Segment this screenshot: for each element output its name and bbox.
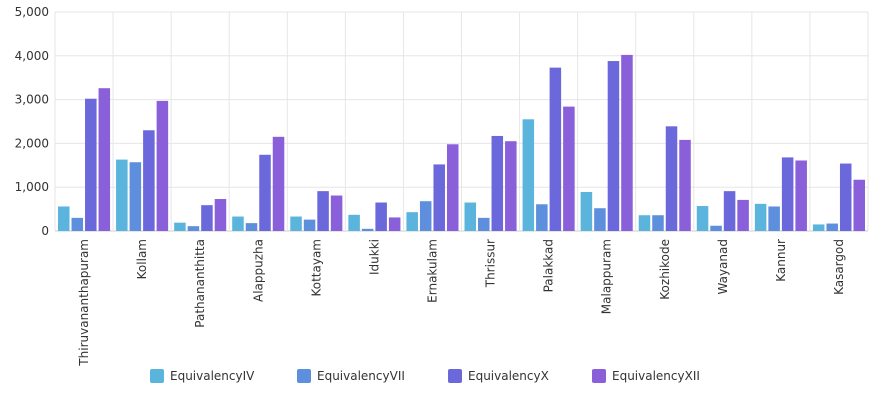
bar-equivalencyvii-thrissur xyxy=(478,217,490,231)
y-tick-label: 5,000 xyxy=(15,5,49,19)
x-tick-label: Malappuram xyxy=(600,239,614,314)
bar-equivalencyiv-kottayam xyxy=(290,216,302,231)
bar-equivalencyvii-wayanad xyxy=(710,225,722,231)
bar-equivalencyvii-kollam xyxy=(129,162,142,231)
x-tick-label: Thiruvananthapuram xyxy=(77,239,91,367)
legend-swatch xyxy=(448,369,462,383)
bar-equivalencyx-wayanad xyxy=(723,191,736,231)
bar-equivalencyx-idukki xyxy=(375,202,387,231)
legend-label: EquivalencyVII xyxy=(317,369,405,383)
bar-equivalencyiv-thiruvananthapuram xyxy=(58,206,70,231)
legend-swatch xyxy=(150,369,164,383)
bar-equivalencyxii-pathananthitta xyxy=(214,199,227,231)
bar-equivalencyvii-kasargod xyxy=(826,223,838,231)
bar-equivalencyiv-kozhikode xyxy=(638,215,651,231)
x-tick-label: Kottayam xyxy=(309,239,323,297)
bar-equivalencyx-kannur xyxy=(781,157,794,231)
x-tick-label: Thrissur xyxy=(484,239,498,288)
y-tick-label: 3,000 xyxy=(15,93,49,107)
bar-equivalencyxii-kannur xyxy=(795,160,807,231)
bar-equivalencyvii-kottayam xyxy=(303,219,316,231)
bar-equivalencyiv-ernakulam xyxy=(406,212,418,231)
y-tick-label: 1,000 xyxy=(15,180,49,194)
bar-equivalencyx-ernakulam xyxy=(433,164,445,231)
bar-equivalencyvii-pathananthitta xyxy=(187,226,200,231)
y-tick-label: 2,000 xyxy=(15,136,49,150)
chart-legend: EquivalencyIV EquivalencyVII EquivalencyX E… xyxy=(0,366,884,386)
bar-equivalencyxii-thiruvananthapuram xyxy=(98,88,111,231)
bar-equivalencyx-kottayam xyxy=(317,191,329,231)
bar-equivalencyiv-thrissur xyxy=(464,202,477,231)
legend-label: EquivalencyIV xyxy=(170,369,255,383)
bar-equivalencyx-kasargod xyxy=(839,163,852,231)
legend-item-equivalencyxii[interactable]: EquivalencyXII xyxy=(592,366,700,386)
bar-equivalencyiv-malappuram xyxy=(580,192,593,231)
bar-equivalencyx-thiruvananthapuram xyxy=(85,98,97,231)
bar-equivalencyiv-kollam xyxy=(116,159,128,231)
bar-equivalencyx-palakkad xyxy=(549,67,562,231)
bar-equivalencyvii-malappuram xyxy=(594,208,606,231)
bar-equivalencyx-pathananthitta xyxy=(201,205,213,231)
legend-label: EquivalencyXII xyxy=(612,369,700,383)
bar-equivalencyxii-kollam xyxy=(156,100,169,231)
bar-equivalencyxii-malappuram xyxy=(621,54,633,232)
bar-equivalencyxii-kozhikode xyxy=(679,139,691,231)
bar-equivalencyx-thrissur xyxy=(491,135,504,231)
bar-equivalencyxii-kottayam xyxy=(330,195,343,231)
bar-equivalencyvii-kannur xyxy=(768,206,780,231)
bar-equivalencyiv-wayanad xyxy=(696,206,709,231)
x-tick-label: Kozhikode xyxy=(658,239,672,300)
y-tick-label: 4,000 xyxy=(15,49,49,63)
bar-equivalencyxii-palakkad xyxy=(563,106,575,231)
bar-equivalencyx-malappuram xyxy=(607,61,620,231)
x-tick-label: Ernakulam xyxy=(425,239,439,303)
bar-equivalencyxii-wayanad xyxy=(737,199,749,231)
legend-swatch xyxy=(297,369,311,383)
bar-equivalencyiv-kannur xyxy=(754,203,767,231)
bar-equivalencyvii-kozhikode xyxy=(652,215,664,231)
bar-equivalencyxii-idukki xyxy=(388,217,401,231)
legend-item-equivalencyx[interactable]: EquivalencyX xyxy=(448,366,549,386)
legend-label: EquivalencyX xyxy=(468,369,549,383)
bar-equivalencyxii-alappuzha xyxy=(272,136,285,231)
legend-swatch xyxy=(592,369,606,383)
legend-item-equivalencyiv[interactable]: EquivalencyIV xyxy=(150,366,254,386)
bar-equivalencyxii-ernakulam xyxy=(446,144,459,231)
x-tick-label: Kannur xyxy=(774,239,788,282)
x-tick-label: Palakkad xyxy=(542,239,556,292)
bar-equivalencyiv-idukki xyxy=(348,214,360,231)
bar-equivalencyx-kozhikode xyxy=(665,126,678,231)
bar-equivalencyvii-alappuzha xyxy=(245,223,258,231)
bar-equivalencyx-alappuzha xyxy=(259,154,271,231)
legend-item-equivalencyvii[interactable]: EquivalencyVII xyxy=(297,366,405,386)
x-tick-label: Kollam xyxy=(135,239,149,279)
bar-equivalencyx-kollam xyxy=(143,130,155,231)
x-tick-label: Pathananthitta xyxy=(193,239,207,328)
y-tick-label: 0 xyxy=(41,224,49,238)
bar-equivalencyvii-thiruvananthapuram xyxy=(71,217,84,231)
bar-equivalencyiv-alappuzha xyxy=(232,216,244,231)
bar-equivalencyiv-kasargod xyxy=(812,224,825,231)
x-tick-label: Kasargod xyxy=(832,239,846,295)
bar-equivalencyiv-pathananthitta xyxy=(174,222,186,231)
bar-equivalencyvii-idukki xyxy=(361,228,374,231)
bar-equivalencyvii-ernakulam xyxy=(419,201,432,231)
bar-equivalencyvii-palakkad xyxy=(536,204,548,231)
bar-equivalencyxii-kasargod xyxy=(853,179,865,231)
x-tick-label: Wayanad xyxy=(716,239,730,294)
bar-equivalencyxii-thrissur xyxy=(505,141,517,231)
x-tick-label: Idukki xyxy=(367,239,381,275)
bar-equivalencyiv-palakkad xyxy=(522,119,535,231)
x-tick-label: Alappuzha xyxy=(251,239,265,302)
